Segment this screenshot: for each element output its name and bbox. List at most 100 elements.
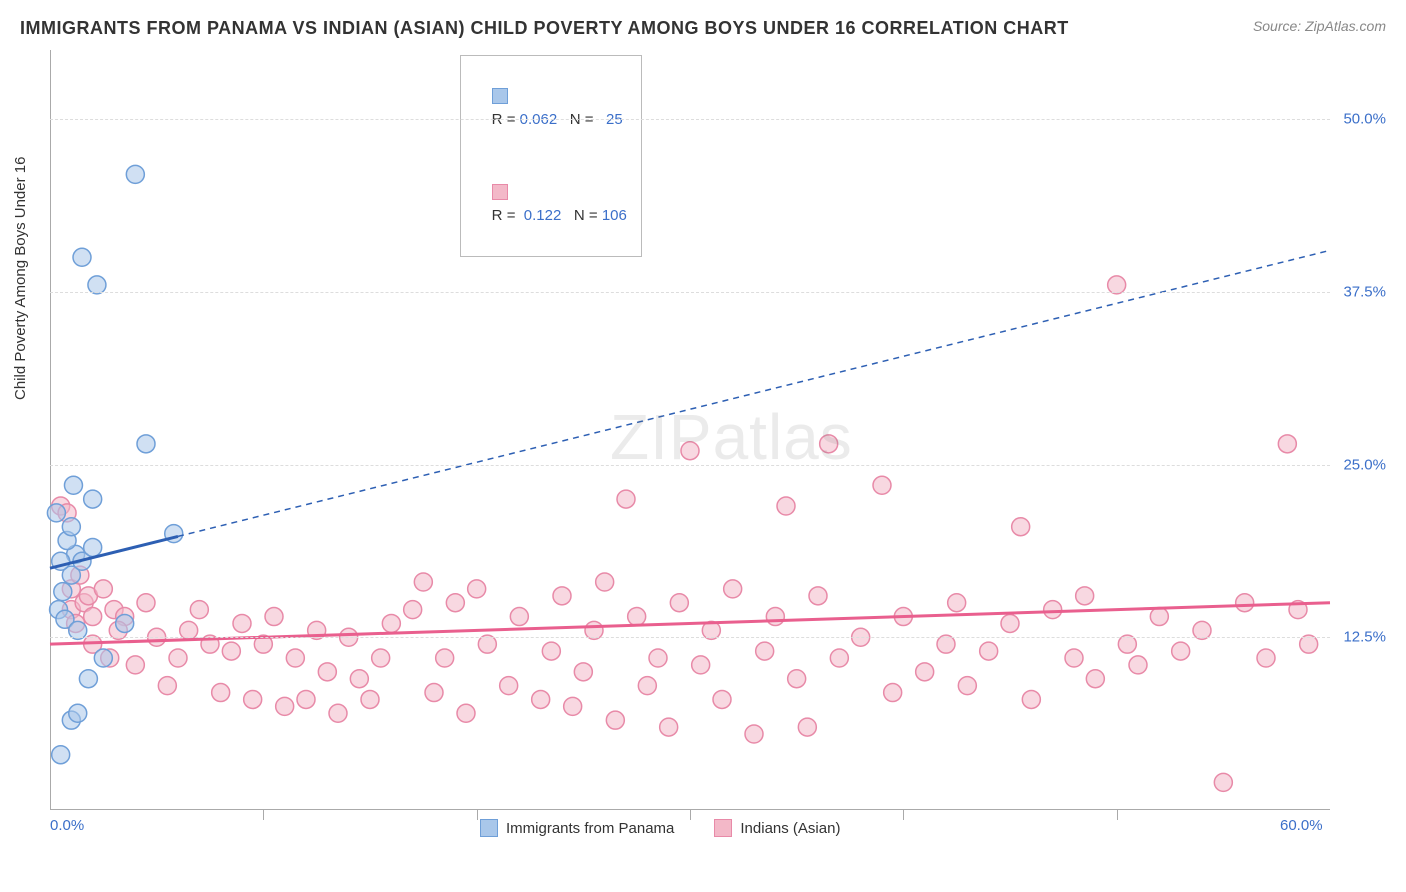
x-tick-label-min: 0.0% [50, 817, 84, 834]
data-point [510, 608, 528, 626]
y-tick-label: 37.5% [1343, 283, 1386, 300]
data-point [446, 594, 464, 612]
data-point [542, 642, 560, 660]
data-point [361, 690, 379, 708]
data-point [532, 690, 550, 708]
data-point [84, 538, 102, 556]
data-point [52, 746, 70, 764]
stat-R-indians: 0.122 [524, 207, 562, 224]
grid-line [50, 119, 1330, 120]
data-point [596, 573, 614, 591]
stat-N-label2: N [574, 207, 585, 224]
data-point [809, 587, 827, 605]
data-point [606, 711, 624, 729]
data-point [73, 248, 91, 266]
data-point [126, 656, 144, 674]
legend-item-indians: Indians (Asian) [714, 819, 840, 837]
data-point [79, 670, 97, 688]
data-point [1076, 587, 1094, 605]
data-point [54, 583, 72, 601]
data-point [62, 518, 80, 536]
data-point [404, 601, 422, 619]
data-point [137, 594, 155, 612]
data-point [382, 614, 400, 632]
data-point [798, 718, 816, 736]
data-point [628, 608, 646, 626]
data-point [372, 649, 390, 667]
x-minor-tick [1117, 810, 1118, 820]
data-point [958, 677, 976, 695]
source-attribution: Source: ZipAtlas.com [1253, 18, 1386, 34]
data-point [713, 690, 731, 708]
grid-line [50, 465, 1330, 466]
data-point [574, 663, 592, 681]
y-tick-label: 50.0% [1343, 111, 1386, 128]
data-point [425, 684, 443, 702]
data-point [724, 580, 742, 598]
correlation-stats-box: R = 0.062 N = 25 R = 0.122 N = 106 [460, 55, 642, 257]
data-point [1086, 670, 1104, 688]
data-point [1278, 435, 1296, 453]
stats-row-panama: R = 0.062 N = 25 [475, 60, 627, 156]
data-point [1150, 608, 1168, 626]
data-point [318, 663, 336, 681]
y-tick-label: 25.0% [1343, 456, 1386, 473]
data-point [692, 656, 710, 674]
data-point [457, 704, 475, 722]
data-point [436, 649, 454, 667]
data-point [1022, 690, 1040, 708]
scatter-plot-svg [50, 50, 1330, 810]
stats-row-indians: R = 0.122 N = 106 [475, 156, 627, 252]
data-point [84, 490, 102, 508]
data-point [1129, 656, 1147, 674]
y-tick-label: 12.5% [1343, 629, 1386, 646]
data-point [1012, 518, 1030, 536]
data-point [820, 435, 838, 453]
data-point [94, 649, 112, 667]
data-point [414, 573, 432, 591]
data-point [47, 504, 65, 522]
data-point [265, 608, 283, 626]
data-point [788, 670, 806, 688]
data-point [873, 476, 891, 494]
data-point [212, 684, 230, 702]
data-point [1065, 649, 1083, 667]
data-point [1044, 601, 1062, 619]
legend-swatch-panama-icon [480, 819, 498, 837]
data-point [980, 642, 998, 660]
data-point [94, 580, 112, 598]
legend-label-panama: Immigrants from Panama [506, 820, 674, 837]
data-point [169, 649, 187, 667]
legend-label-indians: Indians (Asian) [740, 820, 840, 837]
legend-bottom: Immigrants from Panama Indians (Asian) [480, 819, 840, 837]
data-point [286, 649, 304, 667]
data-point [158, 677, 176, 695]
data-point [638, 677, 656, 695]
data-point [766, 608, 784, 626]
chart-title: IMMIGRANTS FROM PANAMA VS INDIAN (ASIAN)… [20, 18, 1069, 39]
data-point [1257, 649, 1275, 667]
data-point [69, 704, 87, 722]
grid-line [50, 637, 1330, 638]
data-point [233, 614, 251, 632]
swatch-panama-icon [492, 88, 508, 104]
data-point [948, 594, 966, 612]
data-point [297, 690, 315, 708]
data-point [916, 663, 934, 681]
stat-eq4: = [589, 207, 598, 224]
data-point [500, 677, 518, 695]
data-point [777, 497, 795, 515]
x-minor-tick [263, 810, 264, 820]
swatch-indians-icon [492, 184, 508, 200]
data-point [670, 594, 688, 612]
data-point [244, 690, 262, 708]
data-point [553, 587, 571, 605]
stat-N-indians: 106 [602, 207, 627, 224]
data-point [84, 608, 102, 626]
grid-line [50, 292, 1330, 293]
x-minor-tick [477, 810, 478, 820]
data-point [1236, 594, 1254, 612]
data-point [276, 697, 294, 715]
data-point [350, 670, 368, 688]
data-point [468, 580, 486, 598]
